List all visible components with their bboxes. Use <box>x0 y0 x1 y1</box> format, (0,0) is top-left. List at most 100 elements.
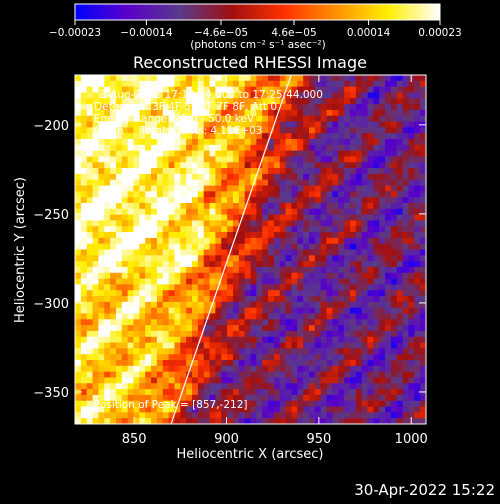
heatmap-cell <box>174 290 181 297</box>
heatmap-cell <box>227 243 234 251</box>
heatmap-cell <box>203 266 211 274</box>
heatmap-cell <box>180 121 187 128</box>
heatmap-cell <box>396 290 404 297</box>
heatmap-cell <box>355 115 363 123</box>
heatmap-cell <box>244 232 252 239</box>
heatmap-cell <box>162 138 170 146</box>
heatmap-cell <box>139 348 146 355</box>
heatmap-cell <box>156 325 164 332</box>
heatmap-cell <box>396 191 404 198</box>
heatmap-cell <box>326 168 333 175</box>
heatmap-cell <box>303 144 310 152</box>
heatmap-cell <box>326 92 333 99</box>
heatmap-cell <box>279 127 287 134</box>
heatmap-cell <box>285 133 293 140</box>
heatmap-cell <box>168 185 176 192</box>
heatmap-cell <box>390 377 398 384</box>
heatmap-cell <box>197 301 205 309</box>
heatmap-cell <box>367 150 374 158</box>
heatmap-cell <box>279 144 287 152</box>
heatmap-cell <box>314 319 322 326</box>
heatmap-cell <box>250 197 257 204</box>
heatmap-cell <box>139 336 146 344</box>
heatmap-cell <box>168 255 176 262</box>
heatmap-cell <box>92 336 99 344</box>
heatmap-cell <box>110 266 117 274</box>
heatmap-cell <box>320 237 328 245</box>
heatmap-cell <box>156 109 164 117</box>
heatmap-cell <box>98 127 105 134</box>
heatmap-cell <box>98 237 105 245</box>
heatmap-cell <box>232 80 240 88</box>
heatmap-cell <box>285 313 293 320</box>
heatmap-cell <box>402 307 410 315</box>
heatmap-cell <box>385 191 392 198</box>
heatmap-cell <box>373 296 380 303</box>
heatmap-cell <box>344 418 351 424</box>
heatmap-cell <box>186 92 193 99</box>
heatmap-cell <box>197 336 205 344</box>
heatmap-cell <box>209 261 216 268</box>
heatmap-cell <box>192 115 199 123</box>
heatmap-cell <box>80 336 88 344</box>
heatmap-cell <box>291 214 298 222</box>
heatmap-cell <box>279 133 287 140</box>
heatmap-cell <box>151 348 158 355</box>
heatmap-cell <box>162 418 170 424</box>
heatmap-cell <box>197 138 205 146</box>
heatmap-cell <box>408 150 415 158</box>
heatmap-cell <box>285 383 293 390</box>
heatmap-cell <box>273 92 281 99</box>
heatmap-cell <box>262 150 269 158</box>
heatmap-cell <box>80 255 88 262</box>
heatmap-cell <box>256 75 263 82</box>
heatmap-cell <box>186 319 193 326</box>
heatmap-cell <box>80 86 88 94</box>
heatmap-cell <box>314 389 322 396</box>
heatmap-cell <box>285 325 293 332</box>
heatmap-cell <box>86 307 94 315</box>
heatmap-cell <box>303 348 310 355</box>
heatmap-cell <box>244 330 252 338</box>
heatmap-cell <box>98 197 105 204</box>
heatmap-cell <box>390 261 398 268</box>
heatmap-cell <box>86 162 94 169</box>
heatmap-cell <box>349 360 357 367</box>
x-tick-label: 900 <box>214 432 239 447</box>
heatmap-cell <box>338 75 345 82</box>
heatmap-cell <box>151 179 158 187</box>
heatmap-cell <box>221 342 228 349</box>
heatmap-cell <box>420 266 426 274</box>
heatmap-cell <box>320 412 328 419</box>
heatmap-cell <box>133 249 140 256</box>
heatmap-cell <box>133 342 140 349</box>
heatmap-cell <box>379 272 386 280</box>
heatmap-cell <box>139 394 146 402</box>
heatmap-cell <box>385 127 392 134</box>
heatmap-cell <box>80 208 88 216</box>
heatmap-cell <box>408 261 415 268</box>
heatmap-cell <box>314 418 322 424</box>
heatmap-cell <box>115 121 123 128</box>
heatmap-cell <box>186 220 193 227</box>
heatmap-cell <box>332 261 339 268</box>
heatmap-cell <box>75 383 82 390</box>
heatmap-cell <box>256 307 263 315</box>
heatmap-cell <box>203 261 211 268</box>
heatmap-cell <box>244 290 252 297</box>
heatmap-cell <box>151 75 158 82</box>
heatmap-cell <box>291 325 298 332</box>
heatmap-cell <box>192 319 199 326</box>
heatmap-cell <box>104 313 111 320</box>
heatmap-cell <box>291 394 298 402</box>
heatmap-cell <box>285 168 293 175</box>
heatmap-cell <box>256 104 263 111</box>
heatmap-cell <box>355 237 363 245</box>
heatmap-cell <box>355 418 363 424</box>
heatmap-cell <box>291 104 298 111</box>
heatmap-cell <box>373 75 380 82</box>
heatmap-cell <box>279 284 287 291</box>
heatmap-cell <box>197 121 205 128</box>
heatmap-cell <box>115 383 123 390</box>
heatmap-cell <box>92 75 99 82</box>
